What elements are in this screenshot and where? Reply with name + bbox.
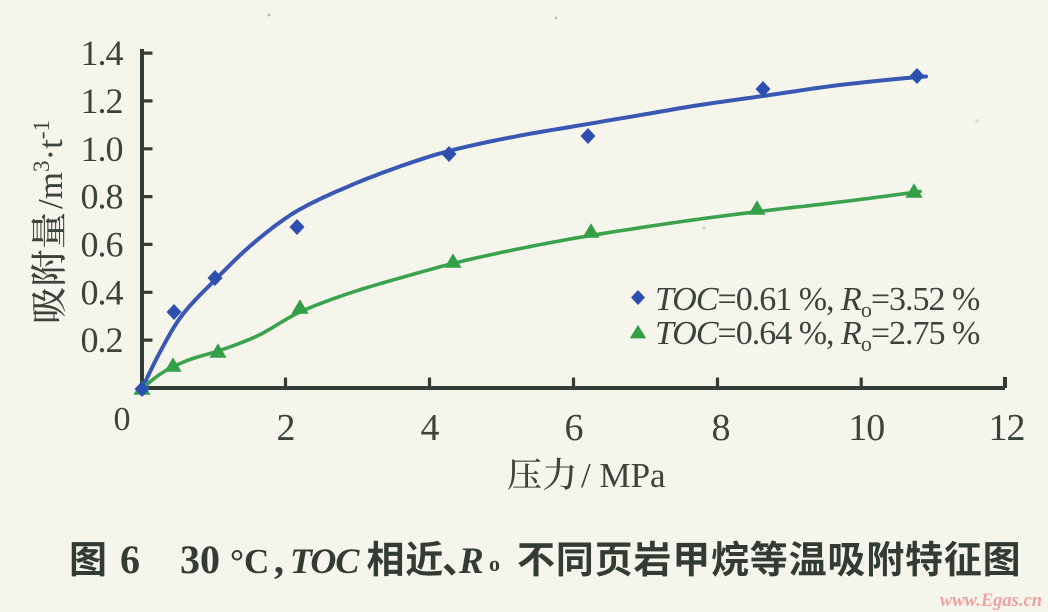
svg-text:2: 2 <box>277 407 295 449</box>
svg-text:6: 6 <box>120 537 140 582</box>
svg-text:/ MPa: / MPa <box>581 456 666 495</box>
svg-text:TOC: TOC <box>290 541 360 581</box>
svg-text:www.Egas.cn: www.Egas.cn <box>940 591 1042 611</box>
svg-text:0: 0 <box>114 401 131 438</box>
svg-text:TOC=0.64 %, Ro=2.75 %: TOC=0.64 %, Ro=2.75 % <box>655 315 980 356</box>
svg-text:1.2: 1.2 <box>81 81 123 121</box>
svg-text:0.6: 0.6 <box>81 224 123 264</box>
svg-text:1.4: 1.4 <box>81 33 124 73</box>
svg-text:°C: °C <box>230 542 269 581</box>
svg-text:8: 8 <box>712 407 730 449</box>
svg-text:1.0: 1.0 <box>81 129 123 169</box>
svg-text:10: 10 <box>848 407 884 449</box>
svg-text:6: 6 <box>565 407 583 449</box>
svg-text:12: 12 <box>989 407 1025 449</box>
svg-text:o: o <box>489 551 500 576</box>
svg-text:TOC=0.61 %, Ro=3.52 %: TOC=0.61 %, Ro=3.52 % <box>655 281 980 322</box>
svg-text:,: , <box>274 537 284 582</box>
svg-text:4: 4 <box>421 407 440 449</box>
svg-text:30: 30 <box>180 537 220 582</box>
svg-text:0.2: 0.2 <box>81 320 123 360</box>
svg-text:0.8: 0.8 <box>81 177 123 217</box>
svg-text:R: R <box>458 541 484 582</box>
svg-text:0.4: 0.4 <box>81 272 124 312</box>
